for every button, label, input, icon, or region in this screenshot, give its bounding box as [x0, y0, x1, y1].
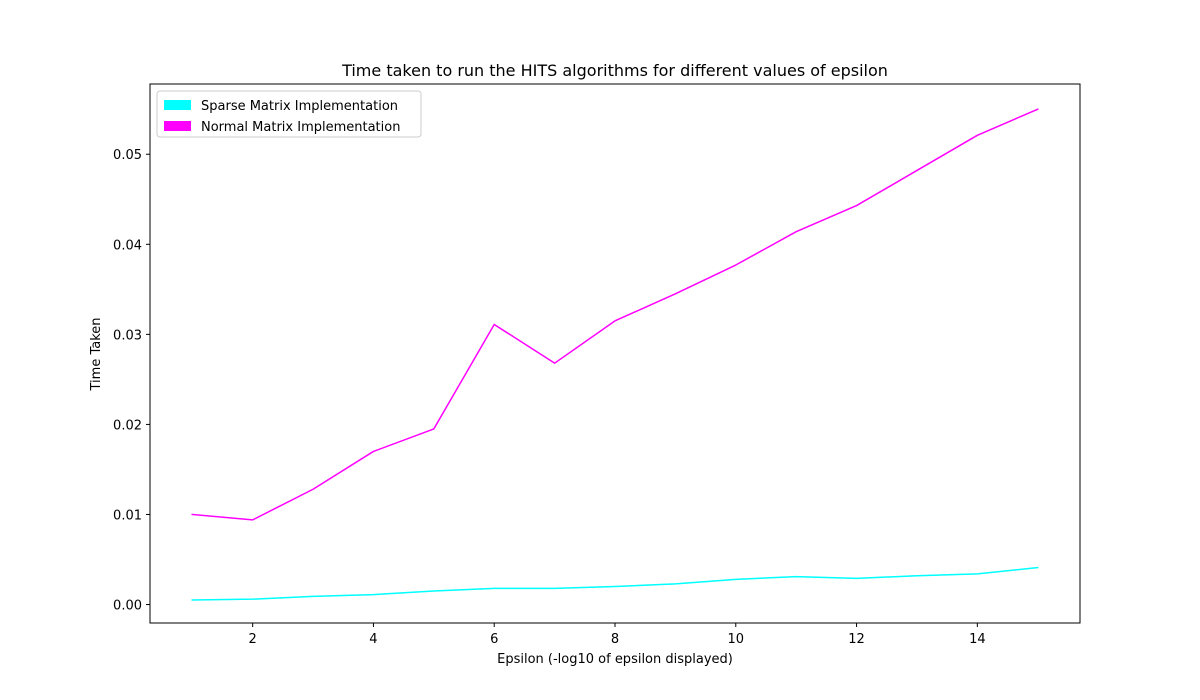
y-tick-label: 0.04 — [113, 238, 142, 253]
y-tick-label: 0.03 — [113, 328, 142, 343]
legend-swatch — [164, 121, 191, 131]
x-tick-label: 8 — [611, 632, 619, 647]
x-tick-label: 4 — [369, 632, 377, 647]
y-tick-label: 0.01 — [113, 508, 142, 523]
legend: Sparse Matrix Implementation Normal Matri… — [156, 90, 422, 138]
y-tick-label: 0.05 — [113, 148, 142, 163]
legend-box — [156, 90, 422, 138]
legend-label: Normal Matrix Implementation — [201, 120, 400, 135]
x-tick-label: 14 — [969, 632, 986, 647]
chart-title: Time taken to run the HITS algorithms fo… — [341, 61, 888, 80]
x-tick-label: 2 — [249, 632, 257, 647]
legend-swatch — [164, 100, 191, 110]
y-tick-label: 0.02 — [113, 418, 142, 433]
y-tick-label: 0.00 — [113, 599, 142, 614]
series-line-normal — [191, 108, 1039, 521]
series-line-sparse — [191, 566, 1039, 601]
x-tick-label: 6 — [490, 632, 498, 647]
legend-label: Sparse Matrix Implementation — [201, 99, 398, 114]
x-axis-label: Epsilon (-log10 of epsilon displayed) — [497, 652, 733, 667]
x-tick-label: 10 — [728, 632, 745, 647]
x-tick-label: 12 — [848, 632, 865, 647]
plot-area — [191, 108, 1039, 601]
y-axis-label: Time Taken — [89, 317, 104, 391]
